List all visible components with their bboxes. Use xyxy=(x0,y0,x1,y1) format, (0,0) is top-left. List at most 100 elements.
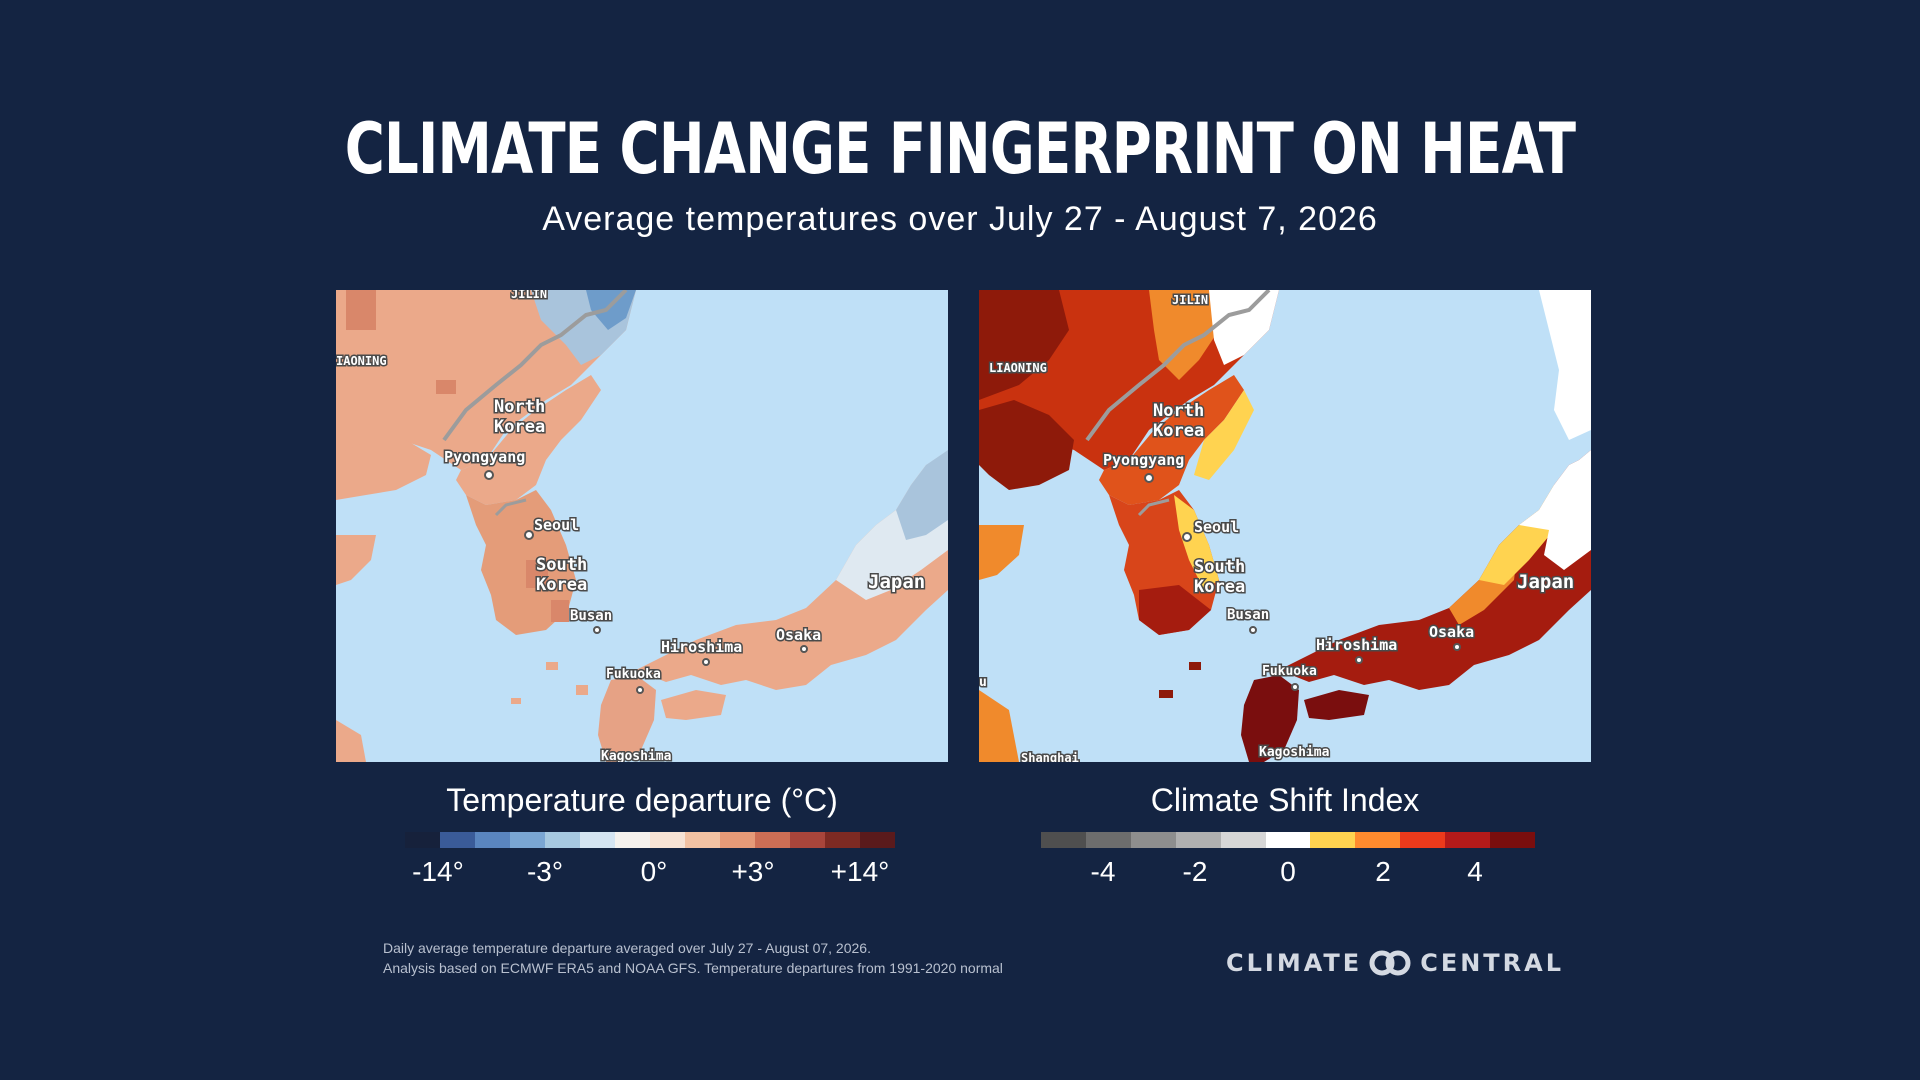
land-islet-3 xyxy=(576,685,588,695)
temperature-swatch-9 xyxy=(685,832,720,848)
csi-swatch-1 xyxy=(1041,832,1086,848)
land-china-south xyxy=(336,720,366,762)
land-sk-east-yellow xyxy=(1174,495,1219,590)
marker-busan xyxy=(593,626,601,634)
label-north-korea-1: North xyxy=(494,397,545,417)
csi-colorbar xyxy=(1041,832,1535,848)
warm-patch-1 xyxy=(436,380,456,394)
footnote: Daily average temperature departure aver… xyxy=(383,938,1003,978)
label-hiroshima: Hiroshima xyxy=(1316,636,1397,654)
land-china-coast xyxy=(336,535,376,585)
marker-osaka xyxy=(800,645,808,653)
marker-hiroshima xyxy=(702,658,710,666)
label-pyongyang: Pyongyang xyxy=(1103,451,1184,469)
csi-swatch-8 xyxy=(1355,832,1401,848)
label-north-korea-2: Korea xyxy=(1153,421,1204,441)
marker-fukuoka xyxy=(1291,683,1299,691)
marker-seoul xyxy=(524,530,534,540)
label-busan: Busan xyxy=(1227,607,1269,623)
csi-swatch-5 xyxy=(1220,832,1266,848)
temperature-tick-1: -14° xyxy=(412,856,464,887)
csi-swatch-10 xyxy=(1445,832,1491,848)
page-subtitle: Average temperatures over July 27 - Augu… xyxy=(542,200,1378,238)
footnote-line-1: Daily average temperature departure aver… xyxy=(383,940,871,956)
land-north-korea xyxy=(1099,375,1244,505)
land-china-coast xyxy=(979,525,1024,580)
temperature-departure-map: JILIN IAONING North Korea Pyongyang Seou… xyxy=(336,290,948,762)
temperature-swatch-6 xyxy=(580,832,615,848)
temperature-tick-3: 0° xyxy=(640,856,668,887)
label-japan: Japan xyxy=(868,571,925,593)
warm-patch-2 xyxy=(526,560,548,588)
label-south-korea-2: Korea xyxy=(536,575,587,595)
label-kagoshima: Kagoshima xyxy=(1259,745,1330,760)
land-kyushu xyxy=(1241,675,1299,762)
csi-swatch-4 xyxy=(1175,832,1221,848)
border-china-nk xyxy=(1085,290,1271,442)
land-jilin-orange xyxy=(1149,290,1224,380)
temperature-swatch-1 xyxy=(405,832,440,848)
csi-legend-title: Climate Shift Index xyxy=(1150,782,1420,818)
land-japan-white xyxy=(1519,450,1591,570)
temperature-swatch-10 xyxy=(720,832,755,848)
temperature-legend-title: Temperature departure (°C) xyxy=(446,782,838,818)
temperature-swatch-13 xyxy=(825,832,860,848)
csi-tick-5: 4 xyxy=(1467,856,1483,887)
csi-tick-3: 0 xyxy=(1280,856,1296,887)
temperature-colorbar xyxy=(405,832,895,848)
border-dmz xyxy=(1137,498,1170,517)
marker-pyongyang xyxy=(484,470,494,480)
label-north-korea-1: North xyxy=(1153,401,1204,421)
csi-swatch-9 xyxy=(1400,832,1446,848)
marker-fukuoka xyxy=(636,686,644,694)
label-liaoning: LIAONING xyxy=(989,361,1047,375)
label-pyongyang: Pyongyang xyxy=(444,448,525,466)
csi-swatch-3 xyxy=(1130,832,1176,848)
label-japan: Japan xyxy=(1517,571,1574,593)
logo-word-central: CENTRAL xyxy=(1420,949,1565,977)
label-kagoshima: Kagoshima xyxy=(601,749,672,762)
label-seoul: Seoul xyxy=(1194,518,1239,536)
label-liaoning: IAONING xyxy=(336,354,387,368)
marker-seoul xyxy=(1182,532,1192,542)
border-china-nk xyxy=(442,290,628,442)
land-china-darkest xyxy=(979,290,1069,400)
csi-swatch-11 xyxy=(1490,832,1535,848)
climate-central-logo: CLIMATE CENTRAL xyxy=(1226,949,1564,977)
warm-patch-4 xyxy=(346,290,376,330)
land-honshu xyxy=(1279,450,1591,690)
csi-tick-1: -4 xyxy=(1090,856,1116,887)
label-edge-u: u xyxy=(979,675,987,690)
land-japan-blue xyxy=(896,450,948,540)
marker-pyongyang xyxy=(1144,473,1154,483)
label-seoul: Seoul xyxy=(534,516,579,534)
temperature-swatch-12 xyxy=(790,832,825,848)
temperature-tick-2: -3° xyxy=(526,856,564,887)
land-liaodong xyxy=(336,440,431,500)
temperature-map-svg: JILIN IAONING North Korea Pyongyang Seou… xyxy=(336,290,948,762)
csi-tick-4: 2 xyxy=(1375,856,1391,887)
label-fukuoka: Fukuoka xyxy=(606,667,661,682)
land-jilin-white xyxy=(1209,290,1279,365)
temperature-tick-5: +14° xyxy=(830,856,890,887)
temperature-swatch-7 xyxy=(615,832,650,848)
logo-mark-icon xyxy=(1369,950,1411,976)
label-north-korea-2: Korea xyxy=(494,417,545,437)
logo-word-climate: CLIMATE xyxy=(1226,949,1363,977)
temperature-swatch-8 xyxy=(650,832,685,848)
land-jilin-cold xyxy=(586,290,636,330)
marker-hiroshima xyxy=(1355,656,1363,664)
temperature-swatch-2 xyxy=(440,832,475,848)
land-honshu xyxy=(636,450,948,690)
footnote-line-2: Analysis based on ECMWF ERA5 and NOAA GF… xyxy=(383,960,1003,976)
land-shikoku xyxy=(1304,690,1369,720)
land-nk-coast-yellow xyxy=(1194,390,1254,480)
warm-patch-3 xyxy=(551,600,569,622)
label-hiroshima: Hiroshima xyxy=(661,638,742,656)
land-liaodong xyxy=(979,400,1074,490)
label-jilin: JILIN xyxy=(511,290,547,301)
label-jilin: JILIN xyxy=(1172,293,1208,307)
land-islet-2 xyxy=(511,698,521,704)
temperature-swatch-4 xyxy=(510,832,545,848)
temperature-swatch-3 xyxy=(475,832,510,848)
